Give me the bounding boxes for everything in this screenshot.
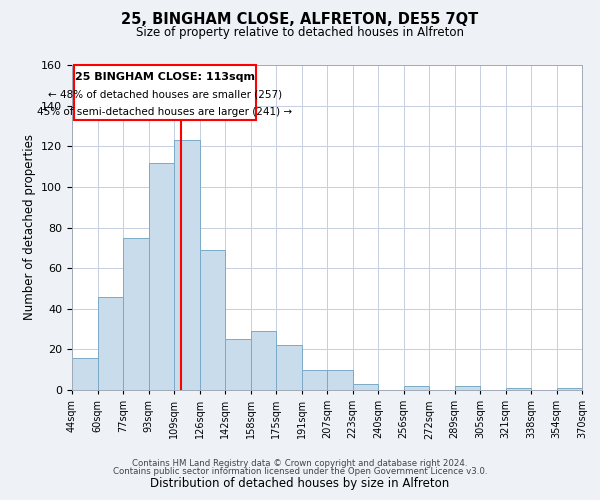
FancyBboxPatch shape	[74, 65, 256, 120]
Bar	[72, 358, 97, 390]
Bar	[174, 140, 199, 390]
Bar	[123, 238, 149, 390]
Text: Contains HM Land Registry data © Crown copyright and database right 2024.: Contains HM Land Registry data © Crown c…	[132, 458, 468, 468]
Bar	[353, 384, 378, 390]
Text: Distribution of detached houses by size in Alfreton: Distribution of detached houses by size …	[151, 477, 449, 490]
Y-axis label: Number of detached properties: Number of detached properties	[23, 134, 35, 320]
Bar	[505, 388, 531, 390]
Bar	[276, 346, 302, 390]
Bar	[455, 386, 480, 390]
Text: ← 48% of detached houses are smaller (257): ← 48% of detached houses are smaller (25…	[48, 90, 282, 100]
Bar	[327, 370, 353, 390]
Text: Size of property relative to detached houses in Alfreton: Size of property relative to detached ho…	[136, 26, 464, 39]
Bar	[149, 162, 174, 390]
Text: Contains public sector information licensed under the Open Government Licence v3: Contains public sector information licen…	[113, 467, 487, 476]
Bar	[199, 250, 225, 390]
Text: 25, BINGHAM CLOSE, ALFRETON, DE55 7QT: 25, BINGHAM CLOSE, ALFRETON, DE55 7QT	[121, 12, 479, 28]
Bar	[225, 339, 251, 390]
Bar	[97, 296, 123, 390]
Text: 45% of semi-detached houses are larger (241) →: 45% of semi-detached houses are larger (…	[37, 106, 292, 117]
Bar	[302, 370, 327, 390]
Bar	[251, 331, 276, 390]
Bar	[404, 386, 429, 390]
Text: 25 BINGHAM CLOSE: 113sqm: 25 BINGHAM CLOSE: 113sqm	[75, 72, 255, 82]
Bar	[557, 388, 582, 390]
